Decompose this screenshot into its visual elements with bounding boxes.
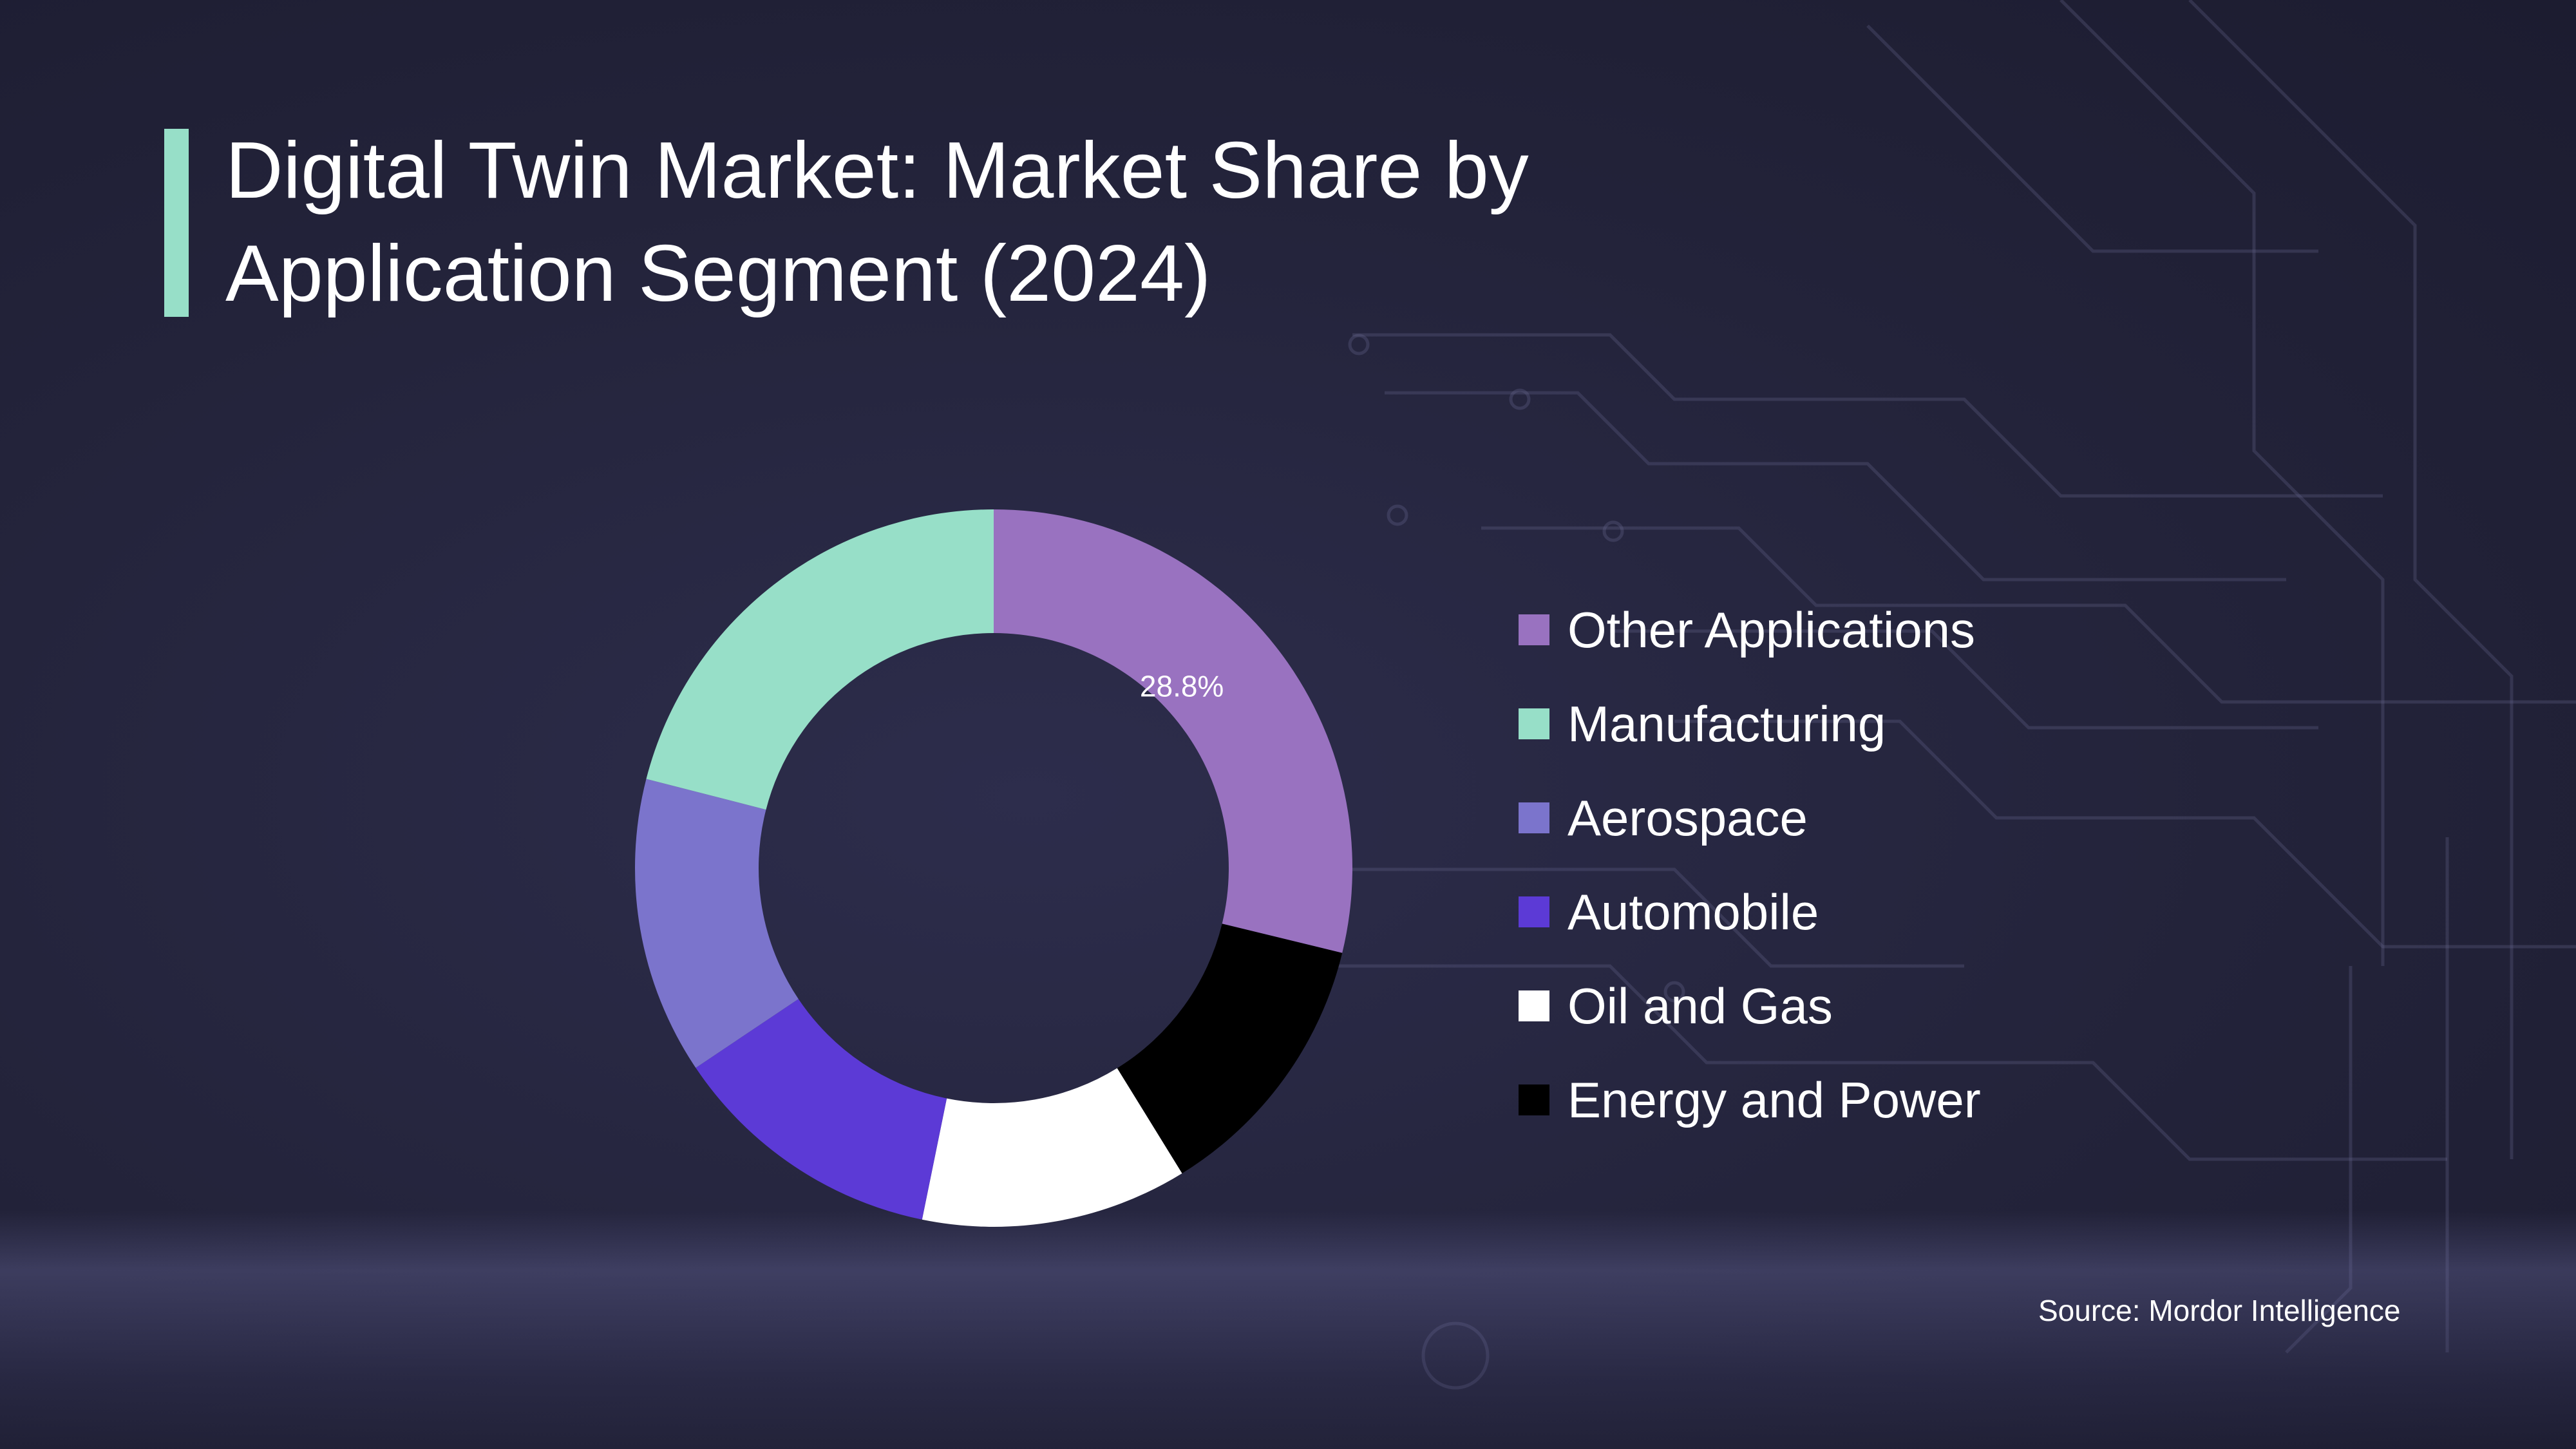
legend-swatch-manufacturing (1519, 708, 1549, 739)
legend-label-manufacturing: Manufacturing (1567, 696, 1886, 752)
donut-slice-manufacturing (646, 509, 994, 810)
legend-item-aerospace: Aerospace (1519, 771, 2163, 865)
legend-label-aerospace: Aerospace (1567, 790, 1808, 846)
legend-swatch-oil-and-gas (1519, 990, 1549, 1021)
legend-swatch-other-applications (1519, 614, 1549, 645)
floor-glow (0, 1211, 2576, 1449)
data-label-other-applications: 28.8% (1140, 670, 1224, 703)
legend-swatch-automobile (1519, 896, 1549, 927)
donut-slice-aerospace (635, 779, 799, 1068)
legend-item-oil-and-gas: Oil and Gas (1519, 959, 2163, 1053)
donut-slice-oil-and-gas (922, 1068, 1182, 1227)
legend-label-automobile: Automobile (1567, 884, 1819, 940)
legend-label-other-applications: Other Applications (1567, 601, 1976, 658)
chart-legend: Other Applications Manufacturing Aerospace… (1519, 583, 2163, 1147)
source-note: Source: Mordor Intelligence (2038, 1294, 2401, 1327)
title-accent-bar (164, 129, 189, 317)
legend-item-energy-and-power: Energy and Power (1519, 1053, 2163, 1147)
legend-swatch-energy-and-power (1519, 1084, 1549, 1115)
chart-title: Digital Twin Market: Market Share by App… (225, 126, 1529, 318)
legend-label-oil-and-gas: Oil and Gas (1567, 978, 1833, 1034)
legend-swatch-aerospace (1519, 802, 1549, 833)
donut-slice-automobile (696, 999, 947, 1220)
legend-label-energy-and-power: Energy and Power (1567, 1072, 1981, 1128)
legend-item-automobile: Automobile (1519, 865, 2163, 959)
legend-item-manufacturing: Manufacturing (1519, 677, 2163, 771)
donut-slice-energy-and-power (1117, 923, 1343, 1174)
donut-slice-other-applications (994, 509, 1353, 953)
legend-item-other-applications: Other Applications (1519, 583, 2163, 677)
